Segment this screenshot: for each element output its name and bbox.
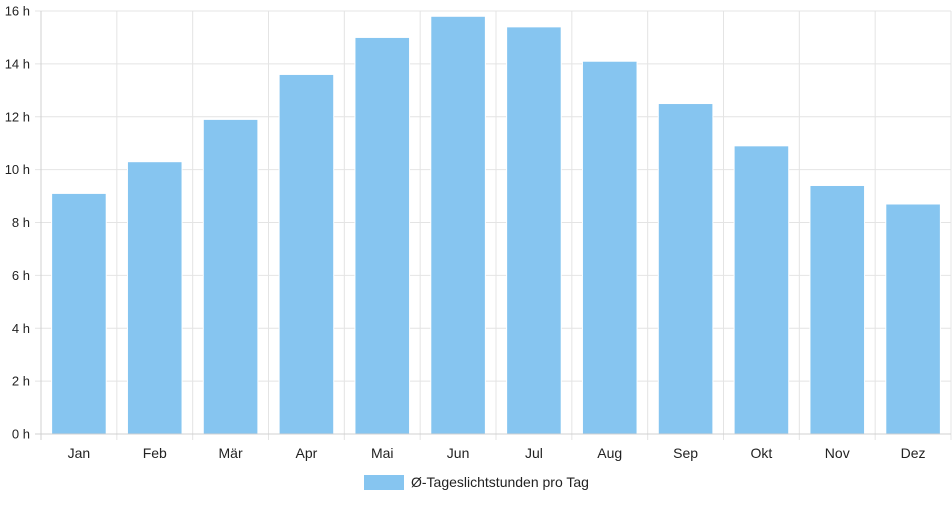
x-tick-label: Mai (371, 445, 394, 461)
grid-lines (35, 10, 952, 440)
bar-apr[interactable] (278, 73, 335, 435)
x-tick-label: Aug (597, 445, 622, 461)
bar-dez[interactable] (885, 203, 941, 435)
y-tick-label: 4 h (12, 321, 30, 336)
y-tick-label: 8 h (12, 215, 30, 230)
bar-aug[interactable] (581, 60, 638, 435)
y-tick-labels: 0 h 2 h 4 h 6 h 8 h 10 h 12 h 14 h 16 h (5, 4, 30, 442)
bar-jun[interactable] (430, 15, 486, 435)
y-tick-label: 12 h (5, 109, 30, 124)
y-tick-label: 16 h (5, 4, 30, 19)
bar-sep[interactable] (657, 103, 714, 435)
y-tick-label: 14 h (5, 56, 30, 71)
x-tick-label: Okt (751, 445, 773, 461)
bar-nov[interactable] (809, 184, 866, 435)
y-tick-label: 10 h (5, 162, 30, 177)
x-tick-label: Mär (219, 445, 243, 461)
bar-okt[interactable] (733, 145, 790, 435)
bar-jul[interactable] (506, 26, 562, 435)
y-tick-label: 0 h (12, 427, 30, 442)
x-tick-labels: Jan Feb Mär Apr Mai Jun Jul Aug Sep Okt Nov Dez (68, 445, 926, 461)
bars (51, 15, 941, 435)
legend-swatch (364, 475, 404, 490)
x-tick-label: Nov (825, 445, 850, 461)
legend[interactable]: Ø-Tageslichtstunden pro Tag (364, 474, 589, 490)
x-tick-label: Apr (296, 445, 318, 461)
y-tick-label: 2 h (12, 374, 30, 389)
y-tick-label: 6 h (12, 268, 30, 283)
legend-label: Ø-Tageslichtstunden pro Tag (411, 474, 589, 490)
x-tick-label: Jun (447, 445, 470, 461)
bar-jan[interactable] (51, 192, 107, 435)
x-tick-label: Jan (68, 445, 91, 461)
axes (35, 11, 951, 440)
x-tick-label: Sep (673, 445, 698, 461)
bar-mär[interactable] (202, 118, 259, 435)
x-tick-label: Feb (143, 445, 167, 461)
bar-mai[interactable] (354, 36, 411, 435)
bar-feb[interactable] (126, 161, 183, 435)
x-tick-label: Dez (901, 445, 926, 461)
x-tick-label: Jul (525, 445, 543, 461)
